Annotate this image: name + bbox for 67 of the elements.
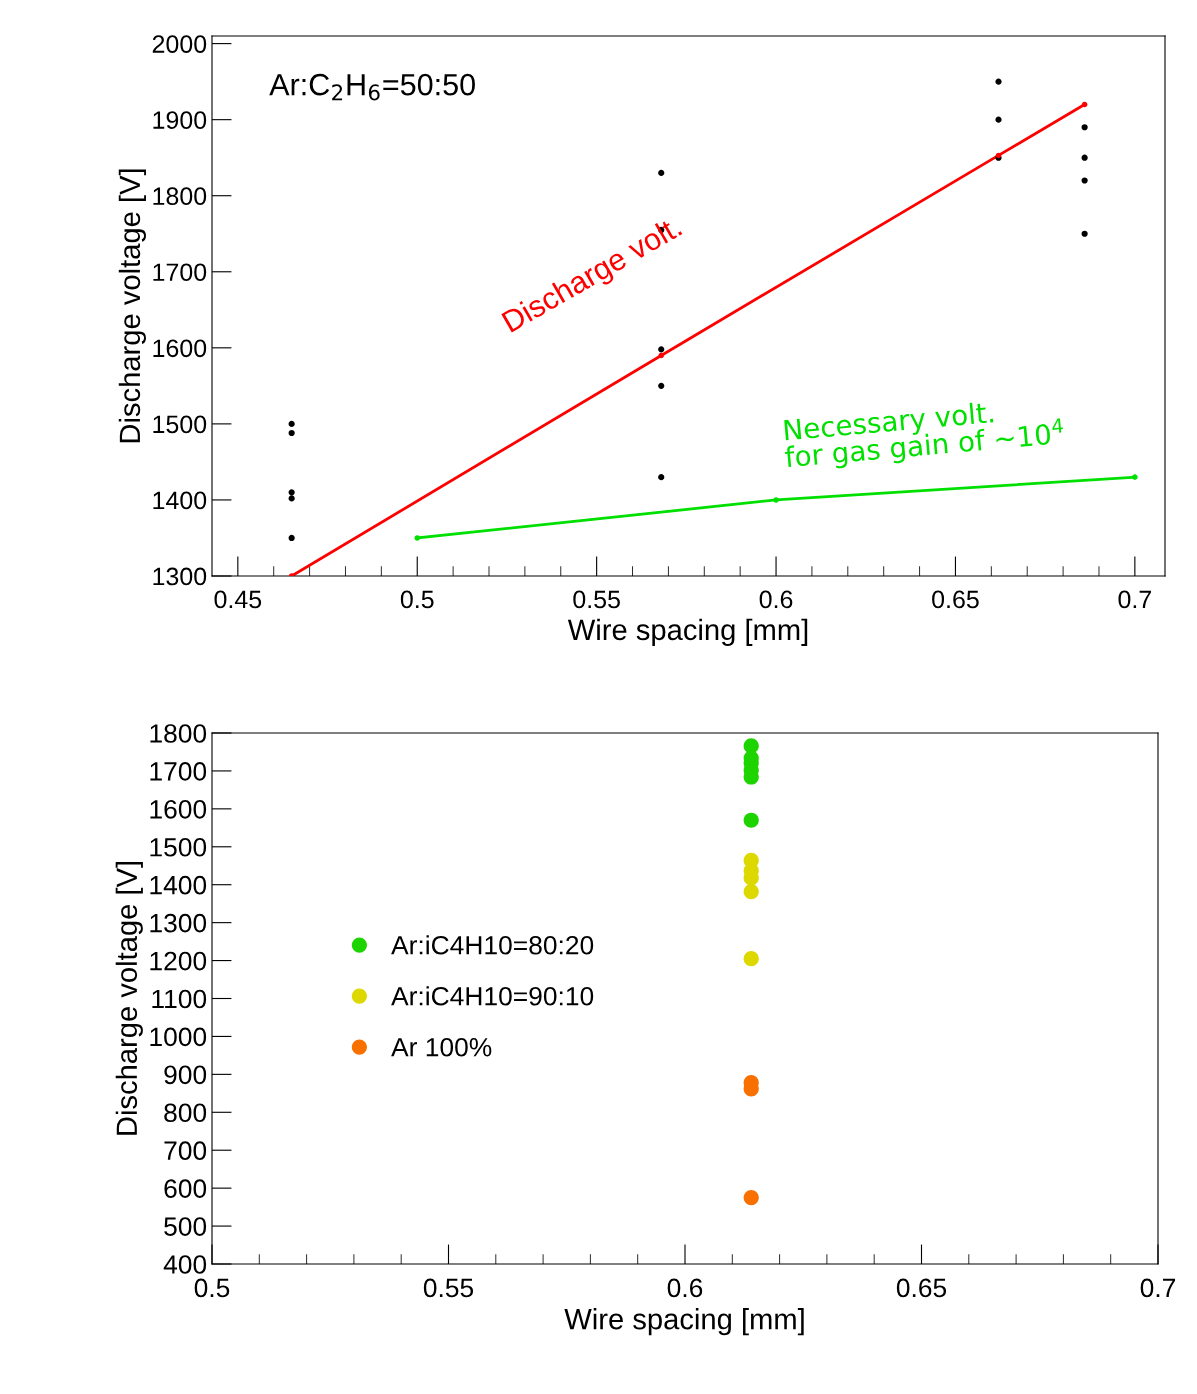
- x-tick-label: 0.65: [932, 590, 979, 609]
- y-tick-label: 1400: [150, 875, 207, 895]
- point: [1081, 124, 1088, 131]
- y-tick-label: 700: [164, 1141, 207, 1161]
- point: [288, 495, 295, 502]
- x-tick-label: 0.45: [214, 590, 262, 609]
- y-tick-label: 1400: [153, 491, 207, 510]
- point: [288, 534, 295, 542]
- point: [773, 497, 779, 503]
- x-tick-label: 0.7: [1118, 590, 1151, 609]
- point: [658, 169, 665, 177]
- x-tick-label: 0.5: [194, 1278, 230, 1298]
- point: [995, 78, 1002, 85]
- legend-label: Ar:iC4H10=90:10: [391, 986, 594, 1006]
- y-tick-label: 500: [164, 1217, 207, 1236]
- x-tick-label: 0.6: [759, 590, 793, 609]
- y-tick-label: 600: [164, 1179, 207, 1198]
- y-tick-label: 1300: [150, 913, 207, 933]
- y-axis-title: Discharge voltage [V]: [118, 169, 146, 443]
- y-tick-label: 1800: [153, 187, 207, 206]
- y-tick-label: 1600: [153, 339, 207, 358]
- x-axis-title: Wire spacing [mm]: [564, 1308, 804, 1336]
- point: [743, 883, 759, 900]
- y-tick-label: 1700: [150, 762, 207, 781]
- y-tick-label: 1900: [153, 111, 207, 129]
- y-tick-label: 1800: [150, 724, 207, 743]
- point: [743, 812, 759, 828]
- point: [1081, 154, 1088, 161]
- y-tick-label: 1000: [150, 1027, 207, 1047]
- x-axis-title: Wire spacing [mm]: [567, 618, 808, 646]
- x-tick-label: 0.6: [667, 1278, 703, 1298]
- point: [288, 420, 295, 427]
- point: [288, 429, 295, 437]
- y-tick-label: 1700: [153, 263, 207, 282]
- y-tick-label: 2000: [152, 35, 207, 53]
- y-tick-label: 800: [164, 1103, 207, 1123]
- point: [658, 382, 665, 389]
- point: [658, 346, 665, 353]
- y-tick-label: 1100: [152, 989, 207, 1009]
- x-tick-label: 0.65: [896, 1278, 947, 1298]
- y-axis-title: Discharge voltage [V]: [115, 861, 143, 1135]
- point: [995, 116, 1002, 123]
- legend-label: Ar 100%: [391, 1037, 492, 1057]
- point: [743, 1190, 759, 1206]
- point: [288, 489, 295, 496]
- point: [1081, 177, 1088, 184]
- x-tick-label: 0.55: [423, 1278, 474, 1298]
- point: [1132, 474, 1138, 480]
- point: [414, 535, 421, 541]
- annotation: Necessary volt. for gas gain of ∼10$^{4}$: [784, 401, 1065, 473]
- y-tick-label: 900: [164, 1065, 207, 1085]
- point: [1081, 101, 1088, 108]
- y-tick-label: 1200: [150, 951, 207, 971]
- x-tick-label: 0.7: [1140, 1278, 1176, 1298]
- point: [743, 951, 759, 967]
- y-tick-label: 1300: [153, 567, 207, 586]
- x-tick-label: 0.5: [400, 590, 434, 609]
- y-tick-label: 400: [163, 1255, 207, 1274]
- x-tick-label: 0.55: [573, 590, 620, 609]
- legend-label: Ar:iC4H10=80:20: [391, 935, 594, 955]
- point: [1081, 230, 1088, 237]
- y-tick-label: 1600: [150, 799, 207, 819]
- y-tick-label: 1500: [150, 837, 207, 857]
- annotation: Ar:C$_{2}$H$_{6}$=50:50: [269, 73, 475, 101]
- point: [658, 474, 665, 481]
- y-tick-label: 1500: [153, 415, 207, 434]
- point: [658, 352, 665, 359]
